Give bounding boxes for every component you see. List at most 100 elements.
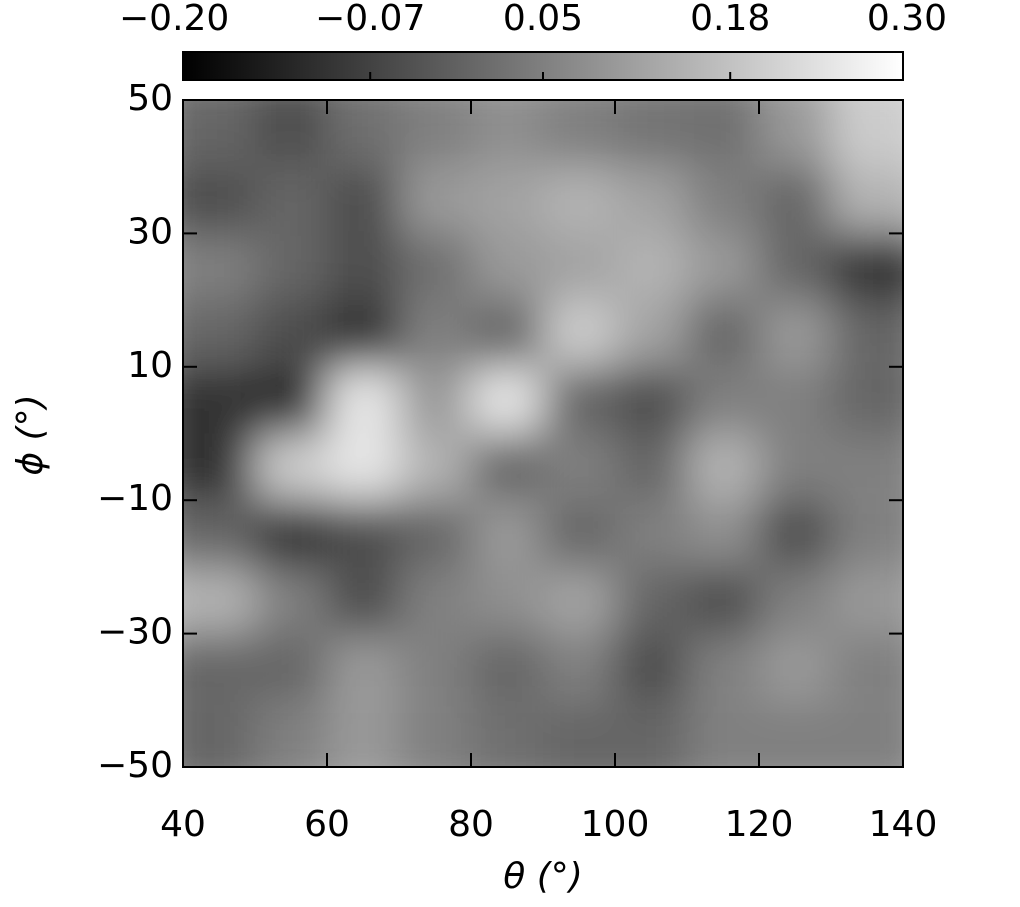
heatmap-cell [327,300,399,367]
heatmap-cell [399,433,471,501]
heatmap-cell [615,500,687,567]
heatmap-cell [831,166,903,234]
heatmap-cell [615,566,687,634]
heatmap-cell [615,300,687,367]
heatmap-cell [399,500,471,567]
heatmap-cell [687,166,759,234]
heatmap-cell [399,366,471,434]
heatmap-cell [687,566,759,634]
colorbar-tick-label: −0.20 [119,0,229,39]
heatmap-cell [759,500,831,567]
heatmap-cell [183,100,255,167]
heatmap-cell [399,233,471,301]
heatmap-cell [183,566,255,634]
heatmap-cell [183,166,255,234]
heatmap-cell [543,233,615,301]
heatmap-cells [183,100,903,767]
colorbar-tick-label: −0.07 [315,0,425,39]
heatmap-cell [327,366,399,434]
heatmap-cell [687,100,759,167]
heatmap-cell [543,366,615,434]
heatmap-cell [687,633,759,701]
heatmap-cell [615,366,687,434]
heatmap-cell [255,433,327,501]
heatmap-cell [615,633,687,701]
x-tick-label: 120 [725,804,794,845]
heatmap-cell [831,366,903,434]
heatmap-cell [543,433,615,501]
heatmap-cell [471,366,543,434]
heatmap-area [183,100,903,767]
heatmap-cell [615,100,687,167]
heatmap-cell [327,700,399,767]
x-tick-label: 40 [160,804,206,845]
heatmap-cell [471,700,543,767]
colorbar-tick-label: 0.30 [867,0,947,39]
heatmap-cell [687,233,759,301]
heatmap-cell [327,633,399,701]
heatmap-cell [183,233,255,301]
heatmap-cell [543,300,615,367]
heatmap-cell [687,366,759,434]
heatmap-cell [759,633,831,701]
heatmap-cell [255,100,327,167]
colorbar-tick-label: 0.18 [690,0,770,39]
heatmap-cell [399,566,471,634]
heatmap-cell [399,300,471,367]
x-tick-label: 140 [869,804,938,845]
heatmap-cell [831,700,903,767]
y-axis-label: ϕ (°) [10,394,51,475]
heatmap-cell [831,566,903,634]
heatmap-cell [471,633,543,701]
heatmap-cell [615,166,687,234]
heatmap-cell [471,100,543,167]
heatmap-cell [471,500,543,567]
heatmap-cell [471,433,543,501]
heatmap-cell [615,433,687,501]
heatmap-cell [759,433,831,501]
heatmap-cell [471,166,543,234]
heatmap-cell [543,100,615,167]
heatmap-cell [831,500,903,567]
x-tick-label: 60 [304,804,350,845]
heatmap-cell [687,500,759,567]
heatmap-cell [183,300,255,367]
y-tick-label: 30 [127,211,173,252]
heatmap-cell [615,700,687,767]
heatmap-cell [471,300,543,367]
axes: 40 60 80 100 120 140 −50 −30 −10 10 30 50 −0.20 −0.07… [97,0,947,845]
heatmap-cell [327,433,399,501]
heatmap-cell [471,233,543,301]
y-tick-label: 50 [127,78,173,119]
heatmap-cell [255,300,327,367]
plot-frame [182,99,904,768]
heatmap-cell [255,566,327,634]
heatmap-cell [399,100,471,167]
heatmap-cell [399,166,471,234]
heatmap-cell [759,700,831,767]
heatmap-cell [543,500,615,567]
heatmap-cell [327,500,399,567]
heatmap-cell [543,700,615,767]
y-tick-label: 10 [127,345,173,386]
heatmap-cell [759,166,831,234]
heatmap-cell [831,433,903,501]
heatmap-cell [759,100,831,167]
y-tick-label: −10 [97,478,173,519]
heatmap-cell [759,300,831,367]
heatmap-cell [543,166,615,234]
x-tick-label: 80 [448,804,494,845]
heatmap-cell [255,633,327,701]
heatmap-cell [255,166,327,234]
heatmap-cell [255,233,327,301]
heatmap-cell [543,633,615,701]
heatmap-cell [831,100,903,167]
heatmap-cell [183,500,255,567]
heatmap-cell [255,500,327,567]
heatmap-cell [831,233,903,301]
heatmap-cell [399,633,471,701]
heatmap-cell [183,633,255,701]
y-tick-label: −50 [97,745,173,786]
heatmap-cell [183,366,255,434]
